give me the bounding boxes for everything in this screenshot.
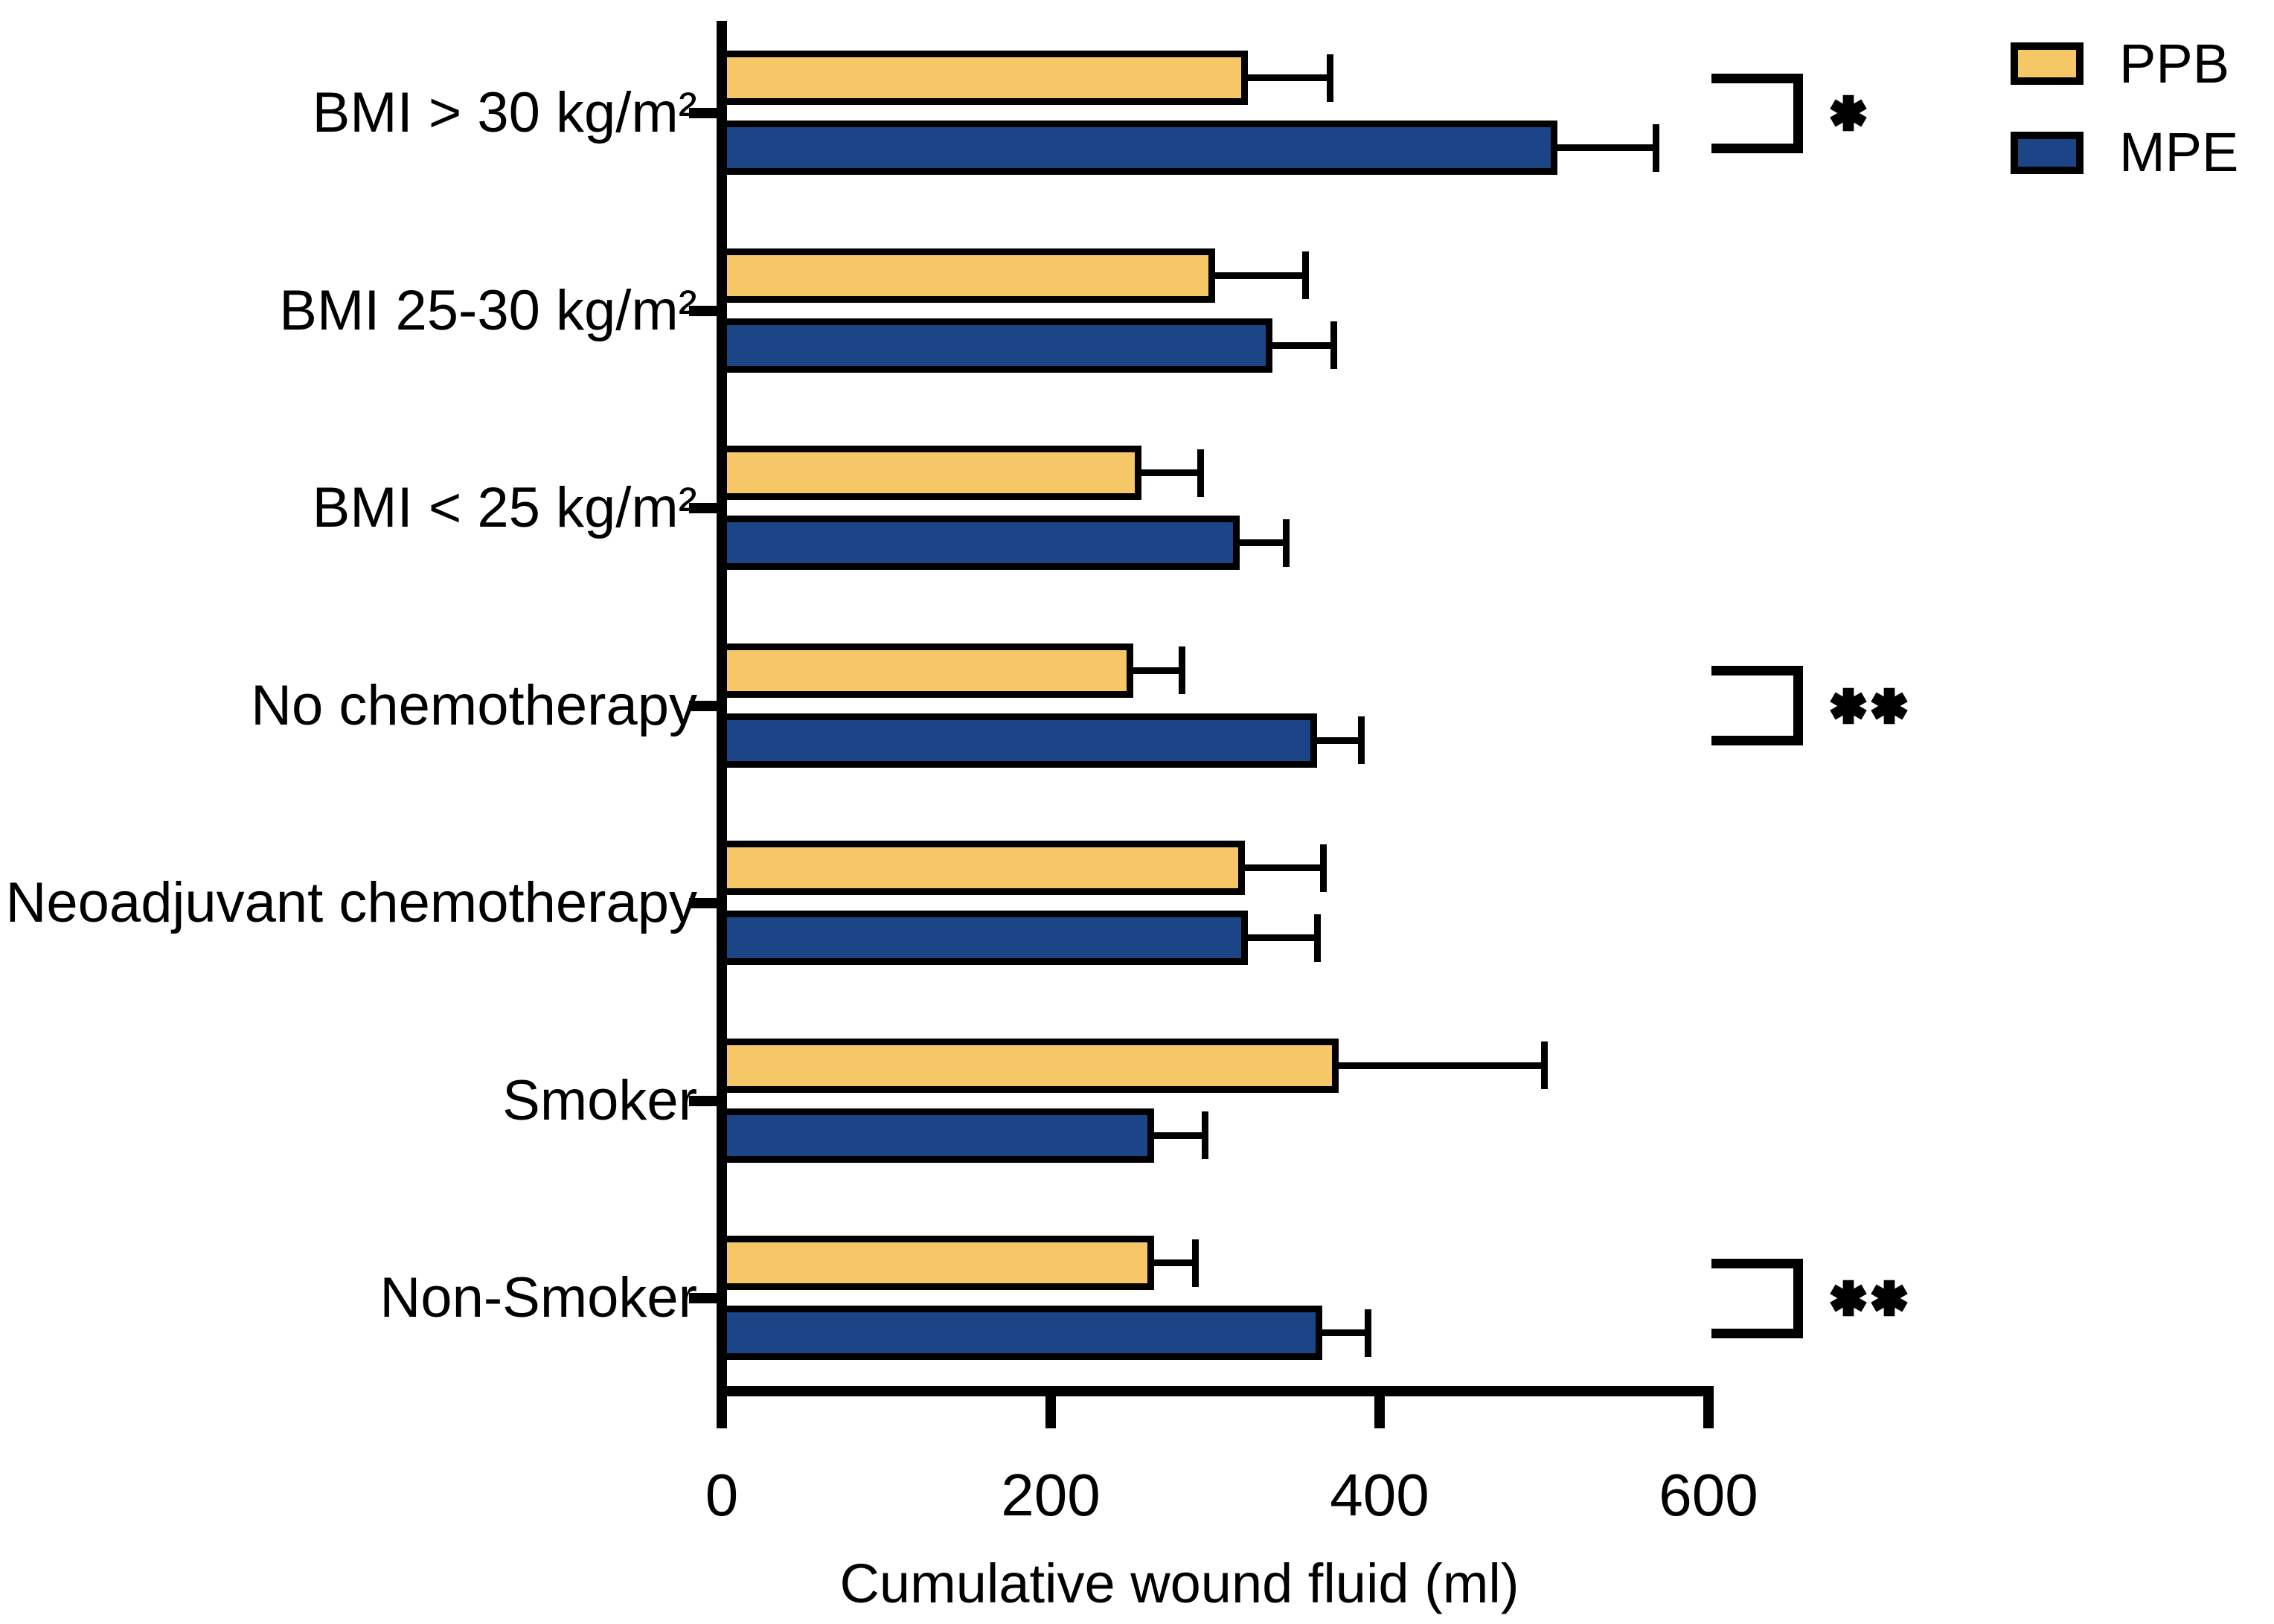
error-bar-cap [1358, 716, 1365, 764]
category-label-bmi-gt-30: BMI > 30 kg/m² [312, 81, 697, 144]
x-tick-label-400: 400 [1330, 1462, 1429, 1528]
error-bar-line [1133, 667, 1182, 674]
legend-swatch-mpe [2011, 132, 2084, 174]
significance-stars [1829, 94, 1868, 132]
y-axis-tick [689, 503, 717, 513]
significance-bracket-top-arm [1711, 1258, 1803, 1268]
mpe-bar [717, 121, 1557, 175]
y-axis-tick [689, 305, 717, 316]
y-axis-tick [689, 1095, 717, 1106]
error-bar-cap [1313, 914, 1321, 962]
category-label-bmi-lt-25: BMI < 25 kg/m² [312, 476, 697, 539]
legend-label-mpe: MPE [2119, 121, 2239, 183]
x-tick-label-0: 0 [705, 1462, 739, 1528]
error-bar-line [1240, 539, 1287, 546]
ppb-bar [717, 51, 1249, 105]
y-axis-tick [689, 108, 717, 118]
error-bar-line [1322, 1329, 1368, 1336]
asterisk-icon [1830, 687, 1867, 724]
category-label-bmi-25-30: BMI 25-30 kg/m² [279, 279, 697, 342]
error-bar-line [1141, 469, 1201, 476]
category-label-non-smoker: Non-Smoker [379, 1266, 697, 1329]
asterisk-icon [1871, 687, 1908, 724]
error-bar-line [1244, 864, 1324, 871]
error-bar-cap [1191, 1239, 1199, 1287]
mpe-bar [717, 516, 1240, 570]
error-bar-cap [1202, 1111, 1209, 1159]
error-bar-line [1338, 1062, 1544, 1069]
asterisk-icon [1871, 1280, 1908, 1317]
x-axis-title: Cumulative wound fluid (ml) [839, 1553, 1519, 1614]
ppb-bar [717, 1038, 1339, 1093]
error-bar-cap [1327, 54, 1334, 102]
x-axis-tick [1045, 1396, 1056, 1428]
error-bar-cap [1365, 1309, 1372, 1357]
mpe-bar [717, 713, 1318, 768]
significance-bracket-bottom-arm [1711, 143, 1803, 153]
y-axis-line [717, 21, 727, 1396]
asterisk-icon [1830, 94, 1867, 132]
y-axis-tick [689, 898, 717, 908]
y-axis-tick [689, 1293, 717, 1303]
legend-swatch-ppb [2011, 42, 2084, 85]
error-bar-line [1154, 1259, 1196, 1266]
significance-bracket-vertical [1793, 666, 1803, 745]
error-bar-cap [1179, 646, 1186, 694]
ppb-bar [717, 1236, 1155, 1290]
error-bar-cap [1302, 251, 1310, 299]
category-label-no-chemo: No chemotherapy [251, 674, 697, 737]
category-label-neoadjuvant: Neoadjuvant chemotherapy [5, 871, 697, 934]
error-bar-line [1557, 144, 1656, 151]
ppb-bar [717, 248, 1215, 303]
error-bar-cap [1540, 1042, 1548, 1089]
significance-bracket-bottom-arm [1711, 1328, 1803, 1338]
significance-stars [1829, 687, 1909, 725]
asterisk-icon [1830, 1280, 1867, 1317]
x-tick-label-600: 600 [1659, 1462, 1758, 1528]
x-axis-tick [717, 1396, 727, 1428]
mpe-bar [717, 1108, 1155, 1163]
x-tick-label-200: 200 [1001, 1462, 1101, 1528]
significance-bracket-vertical [1793, 73, 1803, 153]
mpe-bar [717, 1306, 1322, 1360]
error-bar-cap [1320, 844, 1327, 892]
error-bar-line [1317, 736, 1362, 744]
category-label-smoker: Smoker [502, 1069, 697, 1132]
legend-label-ppb: PPB [2119, 33, 2230, 94]
error-bar-line [1215, 272, 1306, 279]
significance-bracket-bottom-arm [1711, 736, 1803, 745]
error-bar-line [1248, 74, 1330, 81]
y-axis-tick [689, 700, 717, 711]
x-axis-tick [1374, 1396, 1385, 1428]
significance-bracket-vertical [1793, 1258, 1803, 1338]
ppb-bar [717, 841, 1245, 895]
x-axis-line [717, 1386, 1714, 1396]
error-bar-cap [1282, 519, 1290, 567]
error-bar-line [1272, 341, 1334, 349]
x-axis-tick [1703, 1396, 1714, 1428]
significance-bracket-top-arm [1711, 73, 1803, 83]
mpe-bar [717, 318, 1273, 373]
ppb-bar [717, 446, 1141, 500]
error-bar-cap [1330, 321, 1337, 369]
error-bar-cap [1652, 123, 1659, 172]
significance-stars [1829, 1279, 1909, 1318]
ppb-bar [717, 643, 1133, 698]
significance-bracket-top-arm [1711, 666, 1803, 675]
mpe-bar [717, 911, 1249, 965]
error-bar-cap [1197, 449, 1204, 497]
error-bar-line [1248, 934, 1317, 941]
error-bar-line [1154, 1132, 1205, 1139]
